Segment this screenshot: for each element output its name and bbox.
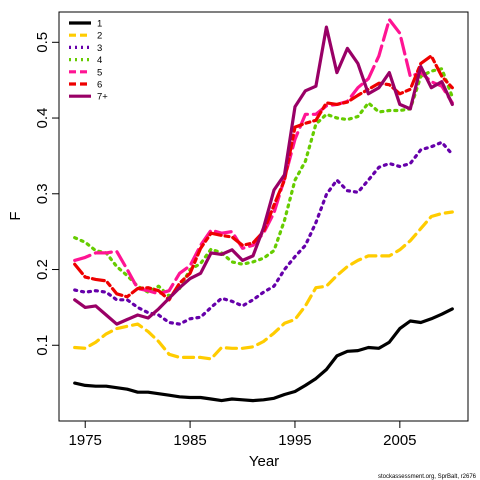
x-axis: 1975 1985 1995 2005 — [69, 421, 417, 449]
legend-label-4: 4 — [97, 55, 102, 66]
y-tick-label: 0.3 — [34, 183, 51, 204]
series-line-5 — [73, 18, 454, 296]
series-line-2 — [73, 210, 454, 361]
series-line-3 — [73, 140, 454, 326]
legend-label-3: 3 — [97, 43, 102, 54]
legend-label-6: 6 — [97, 80, 102, 91]
y-tick-label: 0.5 — [34, 32, 51, 53]
y-tick-label: 0.1 — [34, 335, 51, 356]
x-tick-label: 1995 — [278, 432, 311, 449]
y-axis: 0.1 0.2 0.3 0.4 0.5 — [34, 32, 59, 356]
x-axis-label: Year — [249, 453, 279, 470]
x-tick-label: 1975 — [69, 432, 102, 449]
series-layer — [73, 18, 454, 403]
series-line-4 — [73, 67, 454, 298]
series-line-1 — [73, 307, 454, 403]
x-tick-label: 1985 — [173, 432, 206, 449]
y-axis-label: F — [7, 211, 24, 220]
legend-label-2: 2 — [97, 31, 102, 42]
y-tick-label: 0.4 — [34, 108, 51, 129]
legend-label-1: 1 — [97, 19, 102, 30]
plot-frame — [58, 11, 469, 422]
legend-label-7: 7+ — [97, 92, 108, 103]
series-line-7 — [73, 25, 454, 326]
footnote: stockassessment.org, SprBalt, r2676 — [378, 474, 477, 480]
x-tick-label: 2005 — [383, 432, 416, 449]
legend-label-5: 5 — [97, 67, 102, 78]
y-tick-label: 0.2 — [34, 259, 51, 280]
